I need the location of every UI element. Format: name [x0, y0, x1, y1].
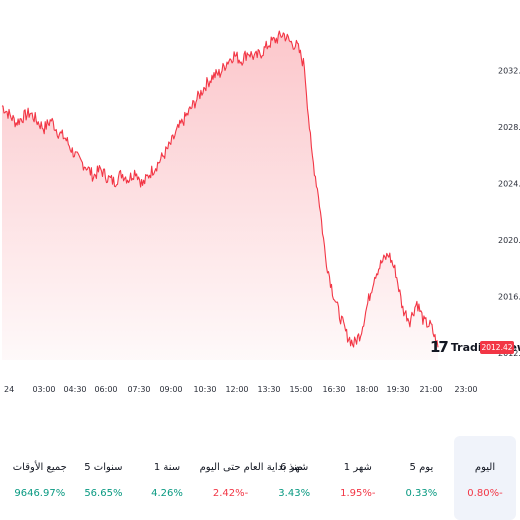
x-tick-label: 03:00 — [32, 385, 55, 394]
last-price-badge: 2012.42 — [480, 341, 514, 354]
performance-period[interactable]: 1 شهر 1.95%- — [327, 436, 389, 520]
tradingview-logo-icon: 17 — [430, 338, 449, 356]
x-tick-label: 06:00 — [94, 385, 117, 394]
performance-period-label: جميع الأوقات — [12, 462, 67, 473]
performance-period[interactable]: 1 سنة 4.26% — [136, 436, 198, 520]
x-tick-label: 16:30 — [322, 385, 345, 394]
performance-period-value: 2.42%- — [212, 488, 249, 499]
performance-period-value: 9646.97% — [14, 488, 66, 499]
x-tick-label: 23:00 — [454, 385, 477, 394]
price-chart-svg: 2032.00 2028.00 2024.00 2020.00 2016.00 2012.… — [1, 30, 520, 394]
performance-period[interactable]: جميع الأوقات 9646.97% — [9, 436, 71, 520]
performance-period-value: 1.95%- — [340, 488, 376, 499]
y-tick-label: 2028.00 — [498, 123, 520, 132]
performance-period[interactable]: اليوم 0.80%- — [454, 436, 516, 520]
performance-period-label: 6 شهر — [280, 462, 309, 473]
y-axis: 2032.002028.002024.002020.002016.002012.… — [498, 66, 520, 358]
x-tick-label: 07:30 — [127, 385, 150, 394]
y-tick-label: 2024.00 — [498, 179, 520, 188]
x-tick-label: 19:30 — [386, 385, 409, 394]
performance-period-value: 4.26% — [151, 488, 183, 499]
x-tick-label: 21:00 — [419, 385, 442, 394]
performance-period-label: منذ بداية العام حتى اليوم — [199, 462, 303, 473]
y-tick-label: 2016.00 — [498, 292, 520, 301]
x-tick-label: 10:30 — [193, 385, 216, 394]
price-line — [1, 30, 439, 348]
x-tick-label: 04:30 — [63, 385, 86, 394]
performance-period-label: 1 سنة — [153, 462, 181, 473]
performance-period-label: 1 شهر — [343, 462, 372, 473]
performance-period-label: 5 سنوات — [84, 462, 123, 473]
x-tick-label: 13:30 — [257, 385, 280, 394]
performance-period[interactable]: 6 شهر 3.43% — [263, 436, 325, 520]
x-tick-label: 15:00 — [289, 385, 312, 394]
x-tick-label: 09:00 — [159, 385, 182, 394]
x-axis: 24 03:00 04:30 06:00 07:30 09:00 10:30 12:00 13:… — [4, 385, 478, 394]
y-tick-label: 2020.00 — [498, 236, 520, 245]
y-tick-label: 2032.00 — [498, 66, 520, 75]
performance-period-label: 5 يوم — [409, 462, 434, 473]
performance-period-value: 3.43% — [278, 488, 311, 499]
performance-period[interactable]: 5 يوم 0.33% — [390, 436, 452, 520]
x-tick-label: 18:00 — [355, 385, 378, 394]
price-chart[interactable]: 2032.00 2028.00 2024.00 2020.00 2016.00 2012.… — [0, 0, 520, 400]
performance-periods: اليوم 0.80%- 5 يوم 0.33% 1 شهر 1.95%- 6 شهر 3.4… — [0, 436, 520, 520]
performance-period[interactable]: 5 سنوات 56.65% — [72, 436, 134, 520]
performance-period-value: 56.65% — [84, 488, 123, 499]
performance-period-value: 0.33% — [405, 488, 438, 499]
performance-period[interactable]: منذ بداية العام حتى اليوم 2.42%- — [199, 436, 303, 520]
price-area-fill — [2, 31, 438, 360]
performance-period-label: اليوم — [474, 462, 496, 473]
performance-period-value: 0.80%- — [467, 488, 503, 499]
x-tick-label: 24 — [4, 385, 14, 394]
x-tick-label: 12:00 — [225, 385, 248, 394]
